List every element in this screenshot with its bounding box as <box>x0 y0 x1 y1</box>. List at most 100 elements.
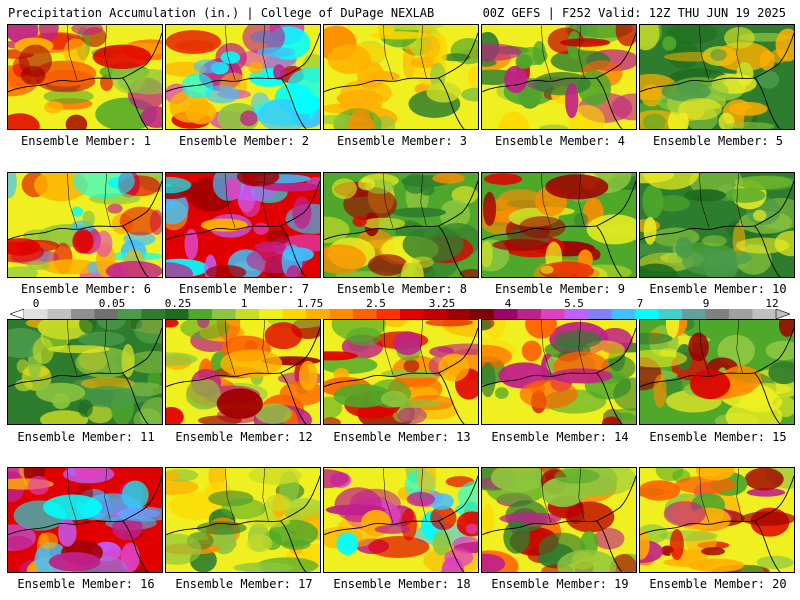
precip-blob <box>233 562 293 572</box>
coastline <box>166 77 307 129</box>
precip-blob <box>181 73 214 99</box>
colorbar-segment <box>282 309 307 319</box>
precip-blob <box>701 547 725 556</box>
colorbar-segment <box>705 309 730 319</box>
ensemble-member-label: Ensemble Member: 13 <box>333 430 471 444</box>
precip-blob <box>482 43 522 61</box>
coastline <box>482 372 623 424</box>
colorbar-strip <box>10 309 790 319</box>
precip-blob <box>367 254 408 276</box>
precip-blob <box>640 480 681 501</box>
precip-blob <box>8 113 40 129</box>
precip-blob <box>166 177 192 194</box>
coastline-atlantic <box>122 180 162 227</box>
precip-blob <box>539 261 594 277</box>
precip-blob <box>746 488 786 497</box>
precip-blob <box>525 320 557 339</box>
precip-blob <box>482 320 493 331</box>
precip-blob <box>402 45 416 80</box>
precip-blob <box>380 390 408 408</box>
precip-blob <box>186 378 221 410</box>
precip-field <box>640 468 794 572</box>
colorbar-segment <box>188 309 213 319</box>
precip-blob <box>336 532 359 555</box>
colorbar-tick-label: 4 <box>504 297 512 310</box>
precip-blob <box>519 379 578 409</box>
coastline <box>8 77 149 129</box>
precip-blob <box>753 209 767 222</box>
precip-field <box>8 320 162 424</box>
colorbar-tick-label: 2.5 <box>366 297 386 310</box>
colorbar-segment <box>447 309 471 319</box>
ensemble-member-label: Ensemble Member: 18 <box>333 577 471 591</box>
coastline <box>166 225 307 277</box>
precip-blob <box>220 349 283 378</box>
precip-blob <box>601 416 621 424</box>
precip-blob <box>26 261 50 271</box>
precip-field <box>482 25 636 129</box>
state-borders <box>698 468 743 524</box>
precip-blob <box>540 477 586 507</box>
precip-blob <box>107 203 123 214</box>
coastline-atlantic <box>122 327 162 374</box>
precip-blob <box>663 501 706 527</box>
colorbar-segment <box>541 309 565 319</box>
precip-blob <box>661 81 711 102</box>
precip-blob <box>768 361 794 385</box>
coastline <box>482 225 623 277</box>
coastline-atlantic <box>754 327 794 374</box>
page-header: Precipitation Accumulation (in.) | Colle… <box>0 0 800 24</box>
state-borders <box>224 468 269 524</box>
state-borders <box>66 468 111 524</box>
coastline <box>640 372 781 424</box>
colorbar-segment <box>235 309 260 319</box>
precip-blob <box>451 186 478 205</box>
precip-blob <box>684 189 727 202</box>
ensemble-member-label: Ensemble Member: 16 <box>17 577 155 591</box>
ensemble-member-label: Ensemble Member: 17 <box>175 577 313 591</box>
precip-blob <box>724 122 775 129</box>
ensemble-map-panel <box>323 319 479 425</box>
precip-blob <box>728 102 768 116</box>
precip-blob <box>778 320 794 337</box>
state-borders <box>540 25 585 81</box>
coastline-atlantic <box>122 32 162 79</box>
precip-blob <box>86 404 113 424</box>
colorbar-right-arrow <box>775 309 790 319</box>
colorbar-segment <box>94 309 119 319</box>
coastline <box>324 225 465 277</box>
precip-blob <box>254 241 287 253</box>
precip-blob <box>358 177 376 191</box>
precip-blob <box>482 503 495 536</box>
precip-blob <box>482 344 512 369</box>
precip-blob <box>74 468 102 481</box>
precip-blob <box>740 511 794 526</box>
coastline-atlantic <box>280 327 320 374</box>
precip-blob <box>674 475 736 494</box>
coastline-atlantic <box>596 475 636 522</box>
state-borders <box>382 468 427 524</box>
colorbar-tick-label: 12 <box>765 297 779 310</box>
precip-blob <box>324 244 367 274</box>
precip-blob <box>94 230 113 258</box>
precip-blob <box>666 25 718 44</box>
precip-blob <box>27 475 50 495</box>
precip-field <box>324 320 478 424</box>
colorbar-segment <box>635 309 659 319</box>
colorbar-segment <box>494 309 518 319</box>
precip-blob <box>324 216 350 244</box>
precip-blob <box>482 553 506 572</box>
colorbar-segment <box>259 309 283 319</box>
coastline-atlantic <box>596 32 636 79</box>
precip-blob <box>640 332 673 345</box>
precip-blob <box>653 374 667 408</box>
colorbar-tick-label: 9 <box>702 297 710 310</box>
precip-blob <box>248 61 264 75</box>
ensemble-member-label: Ensemble Member: 11 <box>17 430 155 444</box>
colorbar-segment <box>118 309 142 319</box>
precip-blob <box>565 83 579 119</box>
precip-blob <box>193 59 221 74</box>
precip-blob <box>498 111 530 129</box>
precip-blob <box>640 529 650 560</box>
precip-blob <box>135 320 162 343</box>
